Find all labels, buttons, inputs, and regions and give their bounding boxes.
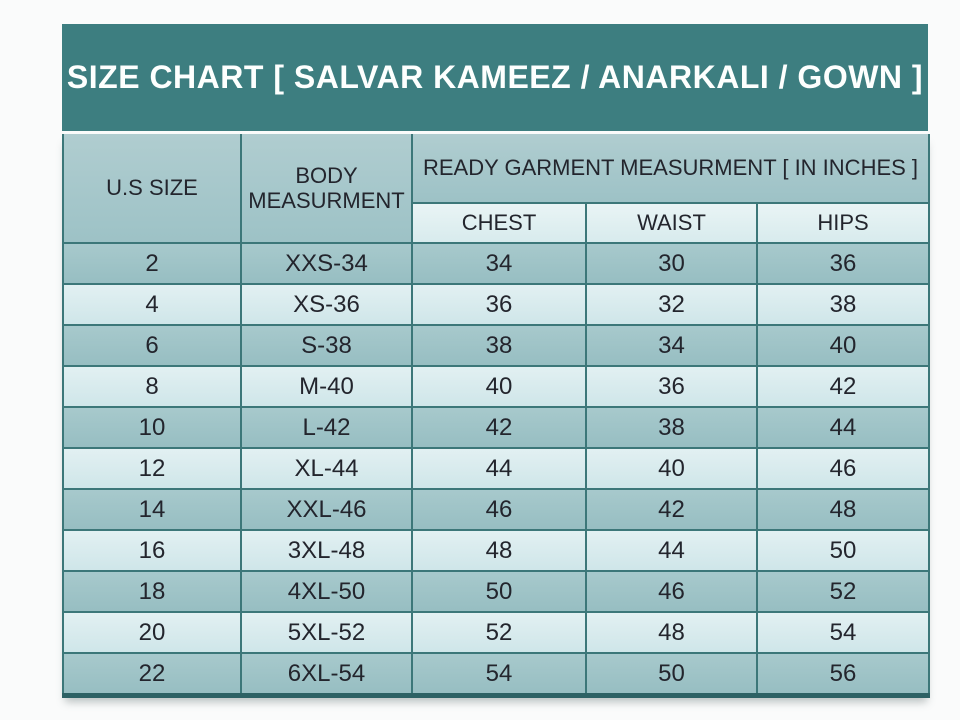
cell-waist: 44 xyxy=(585,529,758,572)
cell-body-measurement: XXS-34 xyxy=(240,242,413,285)
table-row: 12 XL-44 44 40 46 xyxy=(62,447,930,490)
size-table-header: U.S SIZE BODY MEASURMENT READY GARMENT M… xyxy=(62,134,930,244)
table-row: 10 L-42 42 38 44 xyxy=(62,406,930,449)
cell-body-measurement: 5XL-52 xyxy=(240,611,413,654)
cell-body-measurement: XL-44 xyxy=(240,447,413,490)
cell-us-size: 10 xyxy=(62,406,242,449)
cell-hips: 36 xyxy=(756,242,930,285)
cell-waist: 36 xyxy=(585,365,758,408)
cell-chest: 40 xyxy=(411,365,587,408)
cell-hips: 46 xyxy=(756,447,930,490)
cell-us-size: 22 xyxy=(62,652,242,698)
cell-us-size: 14 xyxy=(62,488,242,531)
cell-us-size: 4 xyxy=(62,283,242,326)
cell-waist: 46 xyxy=(585,570,758,613)
cell-chest: 50 xyxy=(411,570,587,613)
cell-us-size: 20 xyxy=(62,611,242,654)
col-header-chest: CHEST xyxy=(411,202,587,244)
cell-body-measurement: XS-36 xyxy=(240,283,413,326)
cell-chest: 36 xyxy=(411,283,587,326)
cell-body-measurement: 3XL-48 xyxy=(240,529,413,572)
cell-body-measurement: L-42 xyxy=(240,406,413,449)
cell-chest: 48 xyxy=(411,529,587,572)
cell-body-measurement: S-38 xyxy=(240,324,413,367)
table-row: 20 5XL-52 52 48 54 xyxy=(62,611,930,654)
cell-waist: 50 xyxy=(585,652,758,698)
cell-hips: 52 xyxy=(756,570,930,613)
cell-us-size: 18 xyxy=(62,570,242,613)
cell-body-measurement: 6XL-54 xyxy=(240,652,413,698)
table-row: 4 XS-36 36 32 38 xyxy=(62,283,930,326)
cell-us-size: 12 xyxy=(62,447,242,490)
cell-hips: 50 xyxy=(756,529,930,572)
cell-hips: 42 xyxy=(756,365,930,408)
cell-us-size: 8 xyxy=(62,365,242,408)
cell-body-measurement: 4XL-50 xyxy=(240,570,413,613)
col-header-hips: HIPS xyxy=(756,202,930,244)
col-header-us-size: U.S SIZE xyxy=(62,134,242,244)
cell-body-measurement: XXL-46 xyxy=(240,488,413,531)
cell-waist: 34 xyxy=(585,324,758,367)
cell-waist: 30 xyxy=(585,242,758,285)
table-row: 14 XXL-46 46 42 48 xyxy=(62,488,930,531)
cell-waist: 38 xyxy=(585,406,758,449)
cell-us-size: 6 xyxy=(62,324,242,367)
cell-chest: 42 xyxy=(411,406,587,449)
size-chart-sheet: SIZE CHART [ SALVAR KAMEEZ / ANARKALI / … xyxy=(62,24,930,698)
cell-chest: 44 xyxy=(411,447,587,490)
cell-waist: 42 xyxy=(585,488,758,531)
col-header-waist: WAIST xyxy=(585,202,758,244)
cell-hips: 40 xyxy=(756,324,930,367)
cell-chest: 54 xyxy=(411,652,587,698)
size-table-body: 2 XXS-34 34 30 36 4 XS-36 36 32 38 6 S-38 38 34 40 8 M-4… xyxy=(62,242,930,698)
cell-hips: 56 xyxy=(756,652,930,698)
cell-body-measurement: M-40 xyxy=(240,365,413,408)
header-row-main: U.S SIZE BODY MEASURMENT READY GARMENT M… xyxy=(62,134,930,244)
cell-waist: 48 xyxy=(585,611,758,654)
table-row: 22 6XL-54 54 50 56 xyxy=(62,652,930,698)
cell-chest: 38 xyxy=(411,324,587,367)
table-row: 8 M-40 40 36 42 xyxy=(62,365,930,408)
size-table: U.S SIZE BODY MEASURMENT READY GARMENT M… xyxy=(62,134,930,698)
table-row: 16 3XL-48 48 44 50 xyxy=(62,529,930,572)
table-row: 6 S-38 38 34 40 xyxy=(62,324,930,367)
cell-chest: 46 xyxy=(411,488,587,531)
cell-waist: 40 xyxy=(585,447,758,490)
cell-hips: 54 xyxy=(756,611,930,654)
header-row-sub: CHEST WAIST HIPS xyxy=(63,202,930,244)
chart-title: SIZE CHART [ SALVAR KAMEEZ / ANARKALI / … xyxy=(66,59,924,95)
cell-us-size: 2 xyxy=(62,242,242,285)
cell-hips: 48 xyxy=(756,488,930,531)
cell-us-size: 16 xyxy=(62,529,242,572)
cell-hips: 38 xyxy=(756,283,930,326)
col-header-ready-garment-group: READY GARMENT MEASURMENT [ IN INCHES ] xyxy=(411,134,930,204)
table-row: 2 XXS-34 34 30 36 xyxy=(62,242,930,285)
cell-chest: 52 xyxy=(411,611,587,654)
table-row: 18 4XL-50 50 46 52 xyxy=(62,570,930,613)
col-header-body-measurement: BODY MEASURMENT xyxy=(240,134,413,244)
chart-title-band: SIZE CHART [ SALVAR KAMEEZ / ANARKALI / … xyxy=(62,24,928,131)
cell-chest: 34 xyxy=(411,242,587,285)
cell-hips: 44 xyxy=(756,406,930,449)
cell-waist: 32 xyxy=(585,283,758,326)
